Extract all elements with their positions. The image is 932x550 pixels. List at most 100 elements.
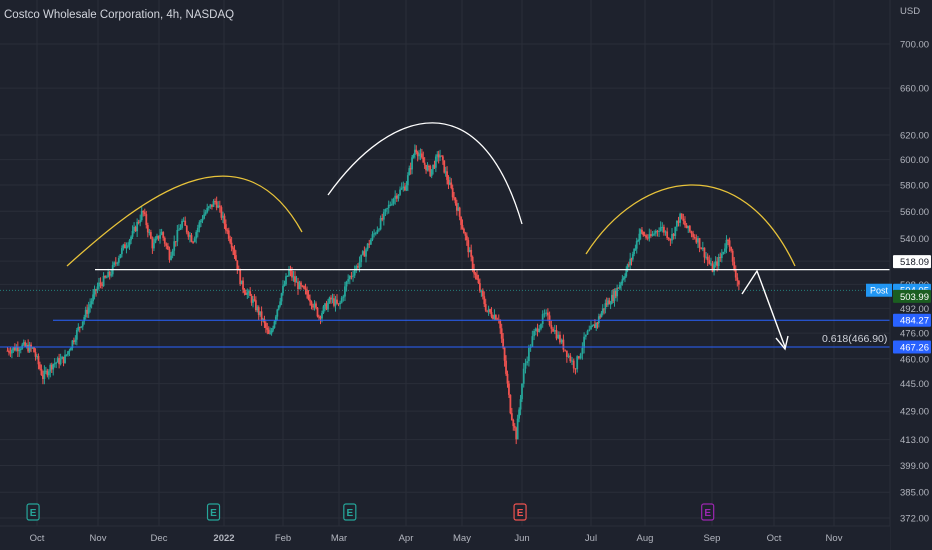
candle-body bbox=[404, 186, 406, 191]
candle-body bbox=[724, 248, 726, 252]
candle-body bbox=[639, 229, 642, 234]
candle-body bbox=[651, 233, 654, 236]
candle-body bbox=[571, 360, 573, 362]
candle-body bbox=[629, 258, 632, 265]
candle-body bbox=[464, 233, 467, 236]
candle-body bbox=[618, 284, 621, 289]
fib-label: 0.618(466.90) bbox=[822, 333, 887, 345]
candle-body bbox=[489, 309, 491, 313]
candle-body bbox=[89, 304, 92, 308]
candle-body bbox=[80, 326, 83, 328]
candle-body bbox=[209, 204, 212, 207]
candle-body bbox=[260, 311, 263, 320]
candle-body bbox=[584, 334, 587, 337]
candle-body bbox=[124, 244, 126, 249]
candle-body bbox=[347, 279, 350, 282]
candle-body bbox=[215, 201, 218, 208]
y-tick-label: 700.00 bbox=[900, 40, 929, 51]
candle-body bbox=[84, 309, 87, 318]
candle-body bbox=[574, 368, 577, 370]
candle-body bbox=[717, 257, 720, 266]
candle-body bbox=[621, 279, 624, 284]
candle-body bbox=[318, 316, 320, 318]
candle-body bbox=[608, 300, 611, 305]
candle-body bbox=[122, 244, 125, 249]
candle-body bbox=[457, 207, 460, 211]
candle-body bbox=[137, 221, 140, 223]
candle-body bbox=[306, 289, 308, 295]
candle-body bbox=[328, 297, 331, 303]
candle-body bbox=[509, 394, 512, 414]
candle-body bbox=[737, 280, 740, 285]
support1-price-tag: 484.27 bbox=[900, 316, 929, 327]
candle-body bbox=[50, 364, 53, 370]
candle-body bbox=[713, 265, 715, 272]
candle-body bbox=[620, 283, 622, 285]
candle-body bbox=[631, 254, 634, 260]
candle-body bbox=[289, 269, 292, 272]
candle-body bbox=[448, 182, 451, 185]
candle-body bbox=[648, 234, 651, 239]
candle-body bbox=[688, 225, 691, 232]
candle-body bbox=[679, 213, 682, 223]
candle-body bbox=[165, 243, 168, 246]
candle-body bbox=[474, 273, 477, 275]
candle-body bbox=[595, 323, 598, 328]
candle-body bbox=[19, 348, 22, 350]
candle-body bbox=[81, 321, 84, 327]
projection-arrow-line bbox=[741, 269, 786, 348]
price-axis-panel bbox=[890, 0, 932, 550]
candle-body bbox=[83, 317, 86, 322]
candle-body bbox=[576, 356, 579, 370]
candle-body bbox=[366, 243, 369, 250]
candle-body bbox=[163, 237, 166, 244]
candle-body bbox=[70, 348, 72, 351]
candle-body bbox=[695, 238, 698, 243]
candle-body bbox=[453, 197, 455, 199]
candle-body bbox=[387, 204, 390, 209]
candle-body bbox=[486, 310, 489, 312]
left-shoulder-arc bbox=[66, 175, 303, 267]
time-axis[interactable]: Oct Nov Dec 2022 Feb Mar Apr May Jun Jul Aug Sep Oct… bbox=[30, 533, 843, 544]
candle-body bbox=[653, 233, 656, 235]
candle-body bbox=[361, 251, 364, 255]
candle-body bbox=[692, 233, 694, 237]
candle-body bbox=[596, 323, 599, 325]
candle-body bbox=[310, 301, 313, 306]
candle-body bbox=[176, 229, 179, 242]
candle-body bbox=[59, 358, 62, 365]
candle-body bbox=[321, 313, 323, 319]
candle-body bbox=[227, 230, 230, 239]
candle-body bbox=[225, 224, 227, 231]
candle-body bbox=[638, 233, 641, 241]
candle-body bbox=[553, 330, 556, 332]
candle-body bbox=[324, 303, 326, 307]
candle-body bbox=[9, 352, 12, 354]
candle-body bbox=[436, 154, 439, 157]
candle-body bbox=[218, 205, 221, 208]
chart-title: Costco Wholesale Corporation, 4h, NASDAQ bbox=[4, 9, 235, 21]
candle-body bbox=[55, 362, 58, 364]
candle-body bbox=[510, 413, 513, 420]
candle-body bbox=[18, 349, 21, 352]
candle-body bbox=[402, 186, 405, 189]
candle-body bbox=[134, 226, 137, 232]
candle-body bbox=[90, 301, 93, 305]
candle-body bbox=[184, 220, 187, 226]
x-tick-label: May bbox=[453, 533, 471, 544]
candle-body bbox=[392, 198, 395, 204]
candle-body bbox=[522, 368, 525, 384]
candle-body bbox=[465, 235, 468, 241]
candle-body bbox=[71, 340, 74, 349]
candle-body bbox=[130, 236, 132, 241]
candle-body bbox=[75, 329, 78, 340]
candle-body bbox=[418, 154, 420, 157]
candle-body bbox=[471, 256, 474, 270]
candle-body bbox=[703, 247, 706, 258]
candle-body bbox=[405, 185, 408, 191]
candle-body bbox=[269, 333, 272, 335]
candle-body bbox=[374, 233, 377, 235]
candle-body bbox=[426, 165, 429, 171]
